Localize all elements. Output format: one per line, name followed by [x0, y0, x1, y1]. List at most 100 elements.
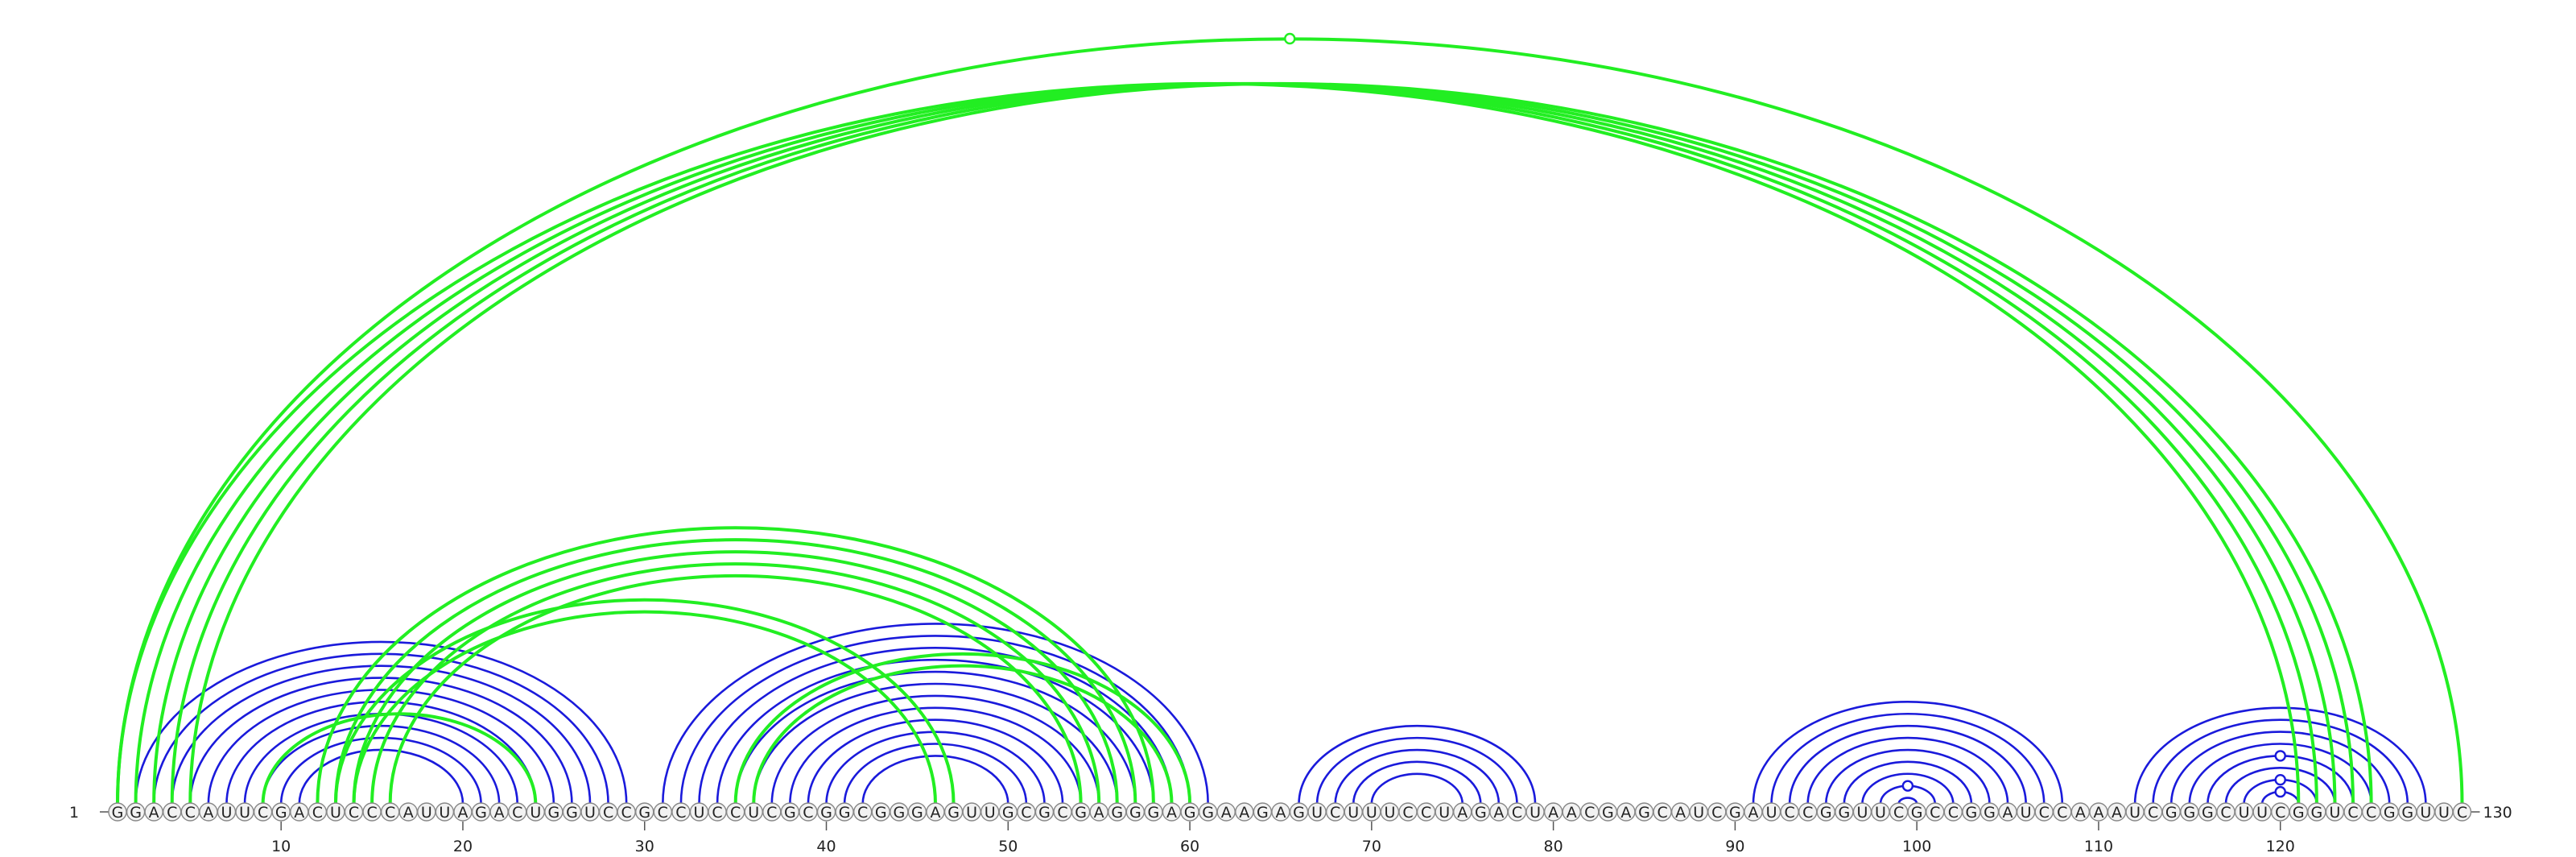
nucleotide-letter: U	[1856, 804, 1868, 822]
blue-pair-arc	[207, 689, 555, 805]
nucleotide-letter: C	[185, 804, 196, 822]
blue-pair-arc	[152, 652, 609, 805]
nucleotide-letter: C	[603, 804, 613, 822]
green-pair-arc	[261, 712, 538, 805]
nucleotide-letter: C	[1893, 804, 1904, 822]
nucleotide-letter: G	[2311, 804, 2323, 822]
nucleotide-letter: A	[2093, 804, 2103, 822]
blue-pair-arc	[2169, 731, 2391, 805]
nucleotide-letter: C	[1657, 804, 1667, 822]
green-pair-arc	[352, 550, 1119, 805]
nucleotide-letter: C	[2457, 804, 2467, 822]
nucleotide-letter: C	[1330, 804, 1340, 822]
nucleotide-letter: U	[1875, 804, 1886, 822]
nucleotide-letter: G	[839, 804, 851, 822]
blue-pair-arc	[789, 706, 1082, 805]
nucleotide-letter: U	[2256, 804, 2268, 822]
nucleotide-letter: C	[658, 804, 668, 822]
nucleotide-letter: U	[2420, 804, 2431, 822]
nucleotide-letter: A	[1275, 804, 1286, 822]
nucleotide-letter: C	[1021, 804, 1031, 822]
green-pair-arc	[172, 84, 2353, 804]
nucleotide-letter: G	[475, 804, 487, 822]
nucleotide-letter: C	[1948, 804, 1959, 822]
nucleotide-letter: C	[385, 804, 395, 822]
arc-marker	[2274, 750, 2286, 762]
blue-pair-arc	[752, 683, 1119, 805]
nucleotide-letter: A	[1221, 804, 1232, 822]
nucleotide-letter: C	[766, 804, 777, 822]
blue-pair-arc	[770, 694, 1100, 805]
nucleotide-letter: A	[2003, 804, 2013, 822]
nucleotide-letter: U	[1439, 804, 1450, 822]
blue-pair-arc	[734, 671, 1137, 805]
nucleotide-letter: C	[2220, 804, 2231, 822]
nucleotide-letter: G	[2401, 804, 2413, 822]
nucleotide-letter: G	[112, 804, 124, 822]
blue-pair-arc	[171, 664, 592, 805]
nucleotide-letter: U	[1384, 804, 1395, 822]
blue-pair-arc	[279, 736, 482, 805]
nucleotide-letter: U	[2239, 804, 2250, 822]
nucleotide-letter: G	[893, 804, 905, 822]
green-pair-arc	[333, 598, 956, 805]
blue-pair-arc	[1352, 760, 1482, 805]
nucleotide-letter: G	[1075, 804, 1087, 822]
nucleotide-letter: C	[512, 804, 522, 822]
nucleotide-letter: U	[221, 804, 233, 822]
nucleotide-letter: A	[1166, 804, 1177, 822]
nucleotide-letter: G	[1729, 804, 1741, 822]
nucleotide-letter: U	[439, 804, 450, 822]
blue-pair-arc	[134, 640, 628, 805]
nucleotide-letter: U	[748, 804, 759, 822]
nucleotide-letter: A	[1675, 804, 1686, 822]
blue-pair-arc	[807, 719, 1064, 805]
nucleotide-letter: C	[712, 804, 722, 822]
nucleotide-letter: C	[2148, 804, 2158, 822]
tick-label: 110	[2084, 838, 2113, 855]
tick-label: 70	[1362, 838, 1381, 855]
blue-pair-arc	[1315, 737, 1518, 805]
arc-markers	[1284, 32, 2286, 798]
nucleotide-letter: G	[1838, 804, 1850, 822]
green-pair-arc	[316, 526, 1155, 805]
nucleotide-letter: U	[2129, 804, 2140, 822]
start-index-label: 1	[69, 804, 79, 822]
nucleotide-letter: C	[675, 804, 686, 822]
nucleotide-letter: U	[1366, 804, 1377, 822]
nucleotide-letter: A	[403, 804, 414, 822]
nucleotide-letter: U	[239, 804, 250, 822]
nucleotide-letter: C	[2347, 804, 2358, 822]
blue-pair-arc	[189, 677, 573, 805]
nucleotide-letter: U	[2329, 804, 2340, 822]
nucleotide-letter: C	[803, 804, 813, 822]
tick-label: 20	[453, 838, 473, 855]
blue-pair-arc	[1897, 797, 1918, 805]
blue-pair-arc	[1824, 749, 1991, 805]
nucleotide-letter: G	[784, 804, 796, 822]
nucleotide-letter: U	[985, 804, 996, 822]
nucleotide-letter: G	[1820, 804, 1832, 822]
blue-pair-arc	[1752, 701, 2064, 805]
arc-marker	[1284, 32, 1296, 45]
blue-pair-arc	[2188, 743, 2372, 805]
nucleotide-letter: U	[1311, 804, 1323, 822]
nucleotide-letter: A	[1457, 804, 1468, 822]
nucleotide-letter: A	[294, 804, 304, 822]
nucleotide-letter: G	[820, 804, 832, 822]
nucleotide-letter: G	[2384, 804, 2396, 822]
arc-marker	[1901, 780, 1914, 792]
blue-pair-arc	[843, 743, 1028, 805]
nucleotide-letter: C	[1584, 804, 1595, 822]
nucleotide-letter: C	[1784, 804, 1794, 822]
nucleotide-letter: C	[857, 804, 868, 822]
nucleotide-letter: A	[1748, 804, 1758, 822]
green-pair-arc	[733, 652, 1192, 805]
nucleotide-letter: A	[1620, 804, 1631, 822]
blue-pair-arc	[698, 647, 1173, 805]
nucleotide-letter: C	[1057, 804, 1067, 822]
nucleotide-letter: G	[638, 804, 650, 822]
nucleotide-letter: U	[2438, 804, 2450, 822]
nucleotide-letter: C	[349, 804, 359, 822]
green-pair-arc	[116, 81, 2301, 805]
